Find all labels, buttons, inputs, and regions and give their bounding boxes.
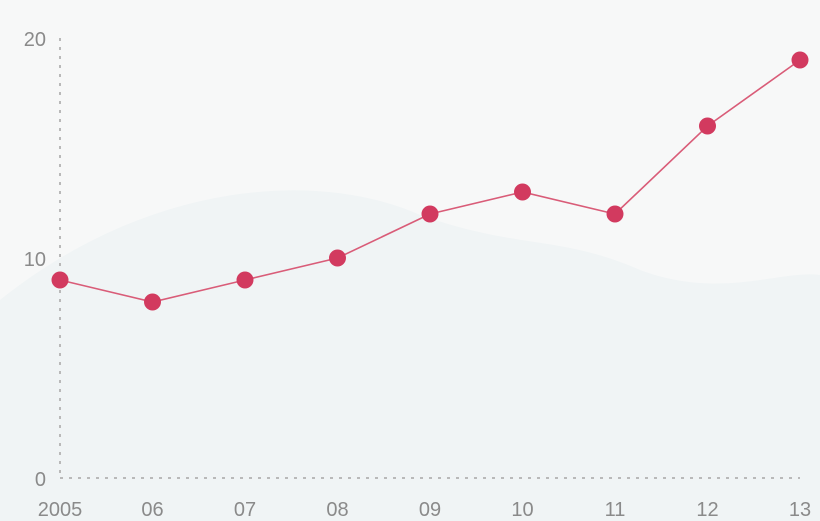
x-tick-label: 06 xyxy=(141,499,163,521)
x-tick-label: 10 xyxy=(511,499,533,521)
x-axis: 2005 06 07 08 09 10 11 12 13 xyxy=(38,477,811,521)
y-tick-label: 20 xyxy=(24,29,46,51)
data-point xyxy=(329,249,346,267)
data-point xyxy=(236,271,254,289)
x-tick-label: 08 xyxy=(326,499,348,521)
x-tick-label: 13 xyxy=(789,499,811,521)
x-tick-label: 07 xyxy=(234,499,256,521)
data-point xyxy=(606,205,624,223)
y-axis: 0 10 20 xyxy=(24,29,61,491)
y-tick-label: 10 xyxy=(24,249,46,271)
y-tick-label: 0 xyxy=(35,469,46,491)
data-point xyxy=(514,183,531,201)
x-tick-label: 12 xyxy=(696,499,718,521)
data-point xyxy=(51,271,69,289)
data-point xyxy=(699,117,716,135)
data-point xyxy=(421,205,439,223)
x-tick-label: 09 xyxy=(419,499,441,521)
data-point xyxy=(791,51,809,69)
x-tick-label: 2005 xyxy=(38,499,83,521)
background-band xyxy=(0,190,820,521)
data-point xyxy=(144,293,161,311)
series-layer xyxy=(51,51,809,311)
x-tick-label: 11 xyxy=(605,499,626,521)
